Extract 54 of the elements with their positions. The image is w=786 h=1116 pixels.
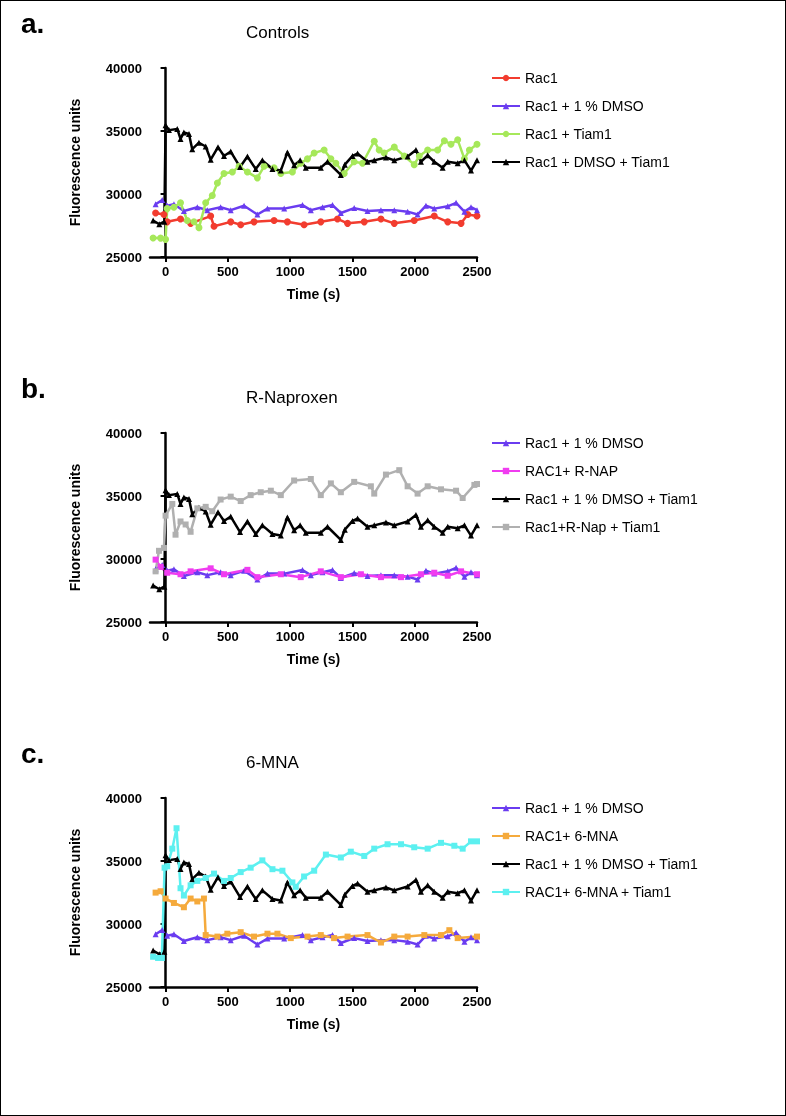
x-tick-label: 2000 bbox=[400, 629, 430, 644]
x-tick-label: 1000 bbox=[275, 264, 305, 279]
text: b. bbox=[21, 372, 46, 404]
legend-label: RAC1+ 6-MNA bbox=[525, 828, 619, 844]
x-tick-label: 500 bbox=[217, 994, 239, 1009]
chart-title: 6-MNA bbox=[246, 753, 300, 772]
chart-title: Controls bbox=[246, 23, 310, 42]
y-tick-label: 35000 bbox=[105, 488, 142, 504]
y-axis-title: Fluorescence units bbox=[67, 828, 83, 957]
x-tick-label: 2500 bbox=[462, 264, 492, 279]
y-tick-label: 25000 bbox=[105, 249, 142, 265]
y-axis-title: Fluorescence units bbox=[67, 463, 83, 592]
y-tick-label: 30000 bbox=[105, 916, 142, 932]
y-tick-label: 25000 bbox=[105, 979, 142, 995]
legend-label: Rac1 + DMSO + Tiam1 bbox=[525, 154, 670, 170]
x-tick-label: 2000 bbox=[400, 994, 430, 1009]
x-tick-label: 1000 bbox=[275, 994, 305, 1009]
legend-label: RAC1+ R-NAP bbox=[525, 463, 618, 479]
legend-label: Rac1 + 1 % DMSO + Tiam1 bbox=[525, 491, 698, 507]
x-tick-label: 0 bbox=[161, 264, 170, 279]
chart-title: R-Naproxen bbox=[246, 388, 338, 407]
y-tick-label: 40000 bbox=[105, 425, 142, 441]
x-axis-title: Time (s) bbox=[286, 1016, 341, 1032]
y-axis-title: Fluorescence units bbox=[67, 98, 83, 227]
x-tick-label: 1500 bbox=[337, 994, 367, 1009]
x-tick-label: 0 bbox=[161, 629, 170, 644]
legend-label: Rac1 + Tiam1 bbox=[525, 126, 612, 142]
text: c. bbox=[21, 737, 45, 769]
x-tick-label: 1500 bbox=[337, 264, 367, 279]
legend-label: Rac1 bbox=[525, 70, 558, 86]
y-tick-label: 25000 bbox=[105, 614, 142, 630]
y-tick-label: 40000 bbox=[105, 60, 142, 76]
legend-label: RAC1+ 6-MNA + Tiam1 bbox=[525, 884, 672, 900]
x-tick-label: 2500 bbox=[462, 629, 492, 644]
y-tick-label: 30000 bbox=[105, 551, 142, 567]
y-tick-label: 40000 bbox=[105, 790, 142, 806]
y-tick-label: 35000 bbox=[105, 853, 142, 869]
y-tick-label: 35000 bbox=[105, 123, 142, 139]
x-tick-label: 500 bbox=[217, 629, 239, 644]
x-axis-title: Time (s) bbox=[286, 286, 341, 302]
y-tick-label: 30000 bbox=[105, 186, 142, 202]
legend-label: Rac1+R-Nap + Tiam1 bbox=[525, 519, 661, 535]
x-tick-label: 1000 bbox=[275, 629, 305, 644]
legend-label: Rac1 + 1 % DMSO bbox=[525, 800, 644, 816]
x-tick-label: 0 bbox=[161, 994, 170, 1009]
legend-label: Rac1 + 1 % DMSO bbox=[525, 98, 644, 114]
legend-label: Rac1 + 1 % DMSO + Tiam1 bbox=[525, 856, 698, 872]
text: a. bbox=[21, 7, 45, 39]
x-tick-label: 2500 bbox=[462, 994, 492, 1009]
x-tick-label: 2000 bbox=[400, 264, 430, 279]
x-axis-title: Time (s) bbox=[286, 651, 341, 667]
legend-label: Rac1 + 1 % DMSO bbox=[525, 435, 644, 451]
x-tick-label: 1500 bbox=[337, 629, 367, 644]
x-tick-label: 500 bbox=[217, 264, 239, 279]
